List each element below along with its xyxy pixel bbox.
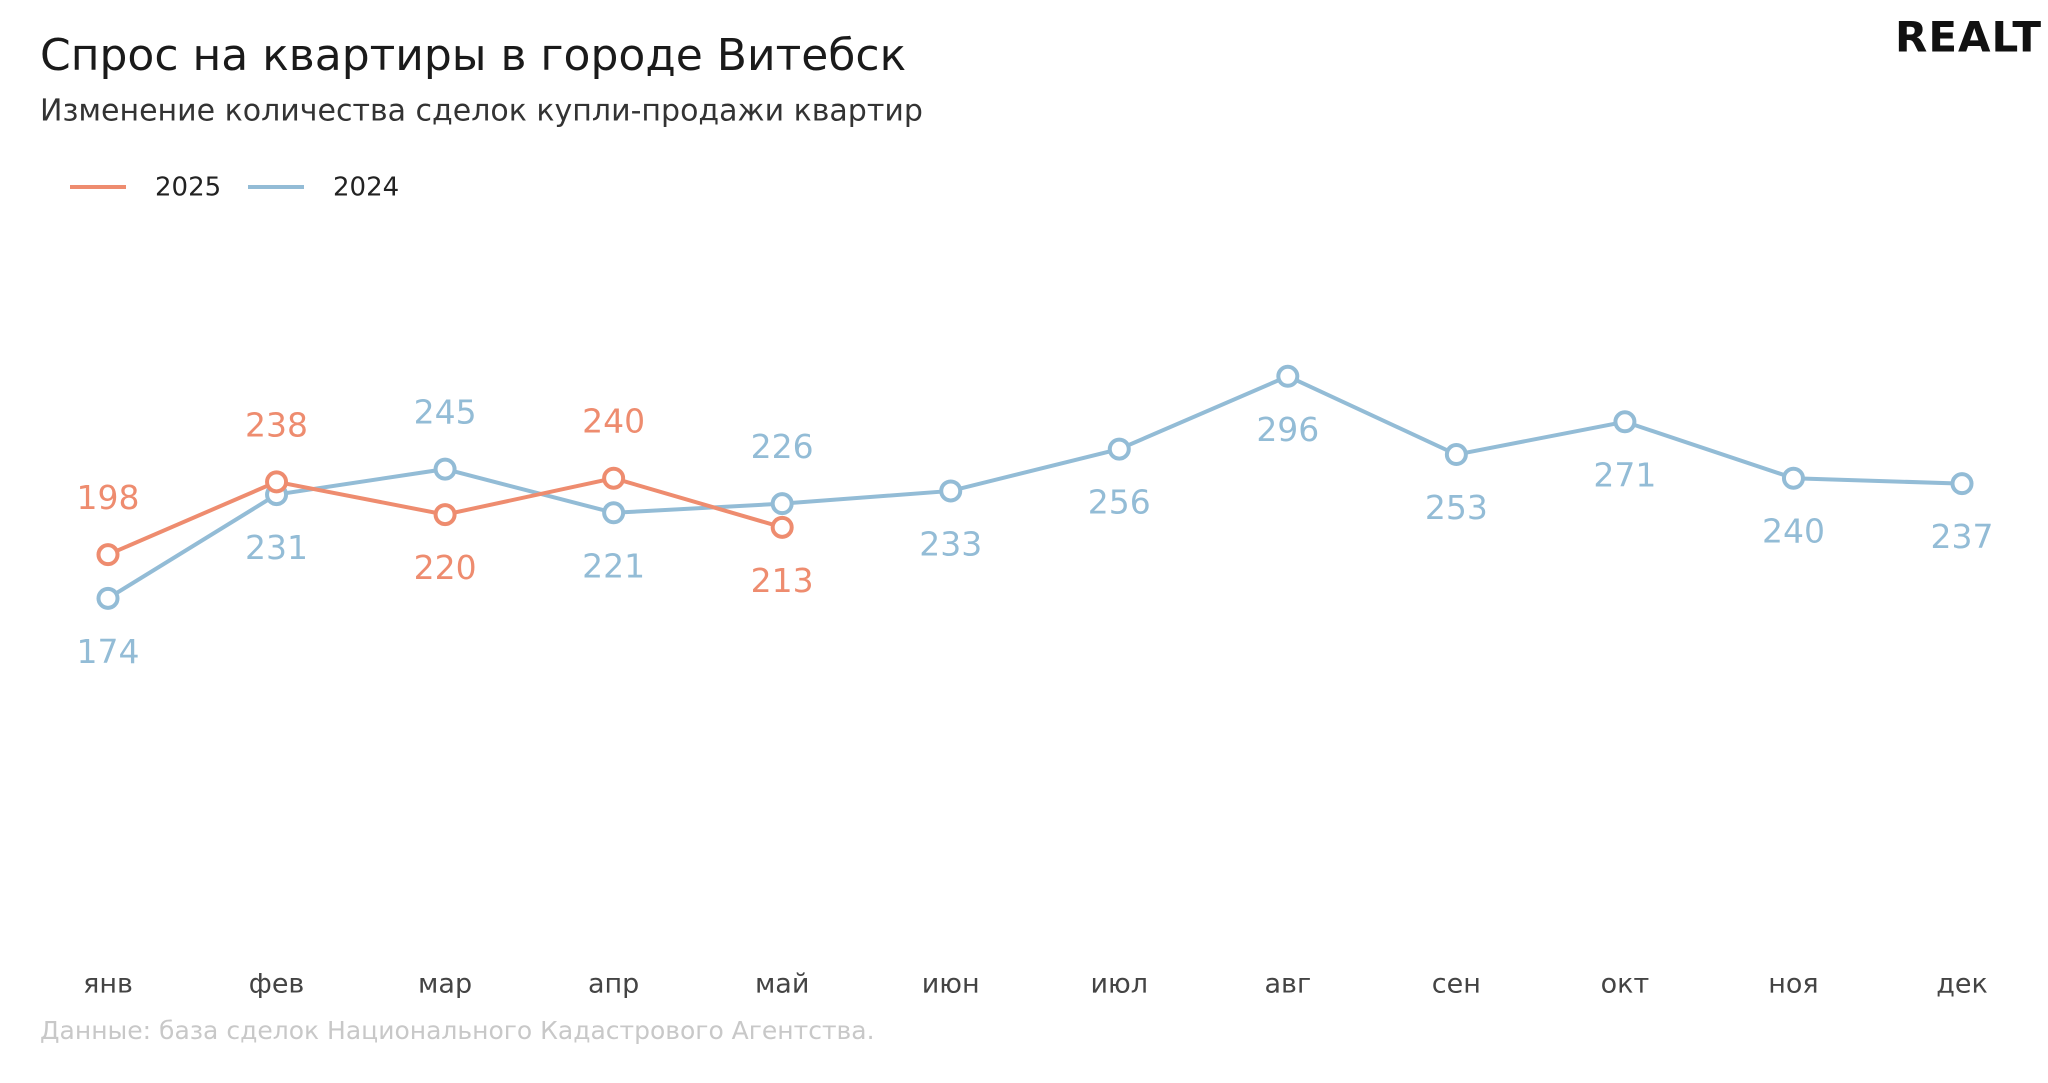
source-note: Данные: база сделок Национального Кадаст… — [40, 1016, 875, 1045]
data-label: 240 — [582, 402, 645, 441]
data-label: 198 — [77, 478, 140, 517]
data-label: 213 — [751, 561, 814, 600]
data-point — [602, 501, 626, 525]
data-label: 271 — [1593, 455, 1656, 494]
legend-label: 2025 — [155, 173, 221, 203]
x-tick-label: дек — [1936, 969, 1988, 1000]
data-label: 237 — [1931, 517, 1994, 556]
data-label: 221 — [582, 546, 645, 585]
data-label: 245 — [414, 393, 477, 432]
data-point — [433, 503, 457, 527]
x-tick-label: окт — [1601, 969, 1650, 1000]
data-label: 220 — [414, 548, 477, 587]
data-point — [96, 586, 120, 610]
x-tick-label: сен — [1432, 969, 1481, 1000]
x-tick-label: фев — [249, 969, 305, 1000]
data-label: 256 — [1088, 483, 1151, 522]
series-line — [106, 374, 1963, 601]
x-tick-label: мар — [418, 969, 472, 1000]
data-point — [939, 479, 963, 503]
x-tick-label: май — [755, 969, 809, 1000]
x-tick-label: апр — [588, 969, 639, 1000]
data-label: 240 — [1762, 512, 1825, 551]
chart-title: Спрос на квартиры в городе Витебск — [40, 30, 906, 81]
data-label: 174 — [77, 632, 140, 671]
data-point — [770, 515, 794, 539]
data-label: 253 — [1425, 488, 1488, 527]
data-label: 296 — [1256, 410, 1319, 449]
data-label: 238 — [245, 405, 308, 444]
data-point — [1276, 364, 1300, 388]
x-tick-label: июн — [922, 969, 980, 1000]
data-label: 233 — [919, 524, 982, 563]
data-point — [1107, 437, 1131, 461]
data-point — [770, 492, 794, 516]
x-tick-label: авг — [1264, 969, 1311, 1000]
data-point — [1950, 472, 1974, 496]
logo: REALT — [1895, 13, 2042, 62]
data-point — [602, 466, 626, 490]
data-label: 226 — [751, 427, 814, 466]
data-point — [433, 457, 457, 481]
data-label: 231 — [245, 528, 308, 567]
legend-label: 2024 — [333, 173, 399, 203]
chart-subtitle: Изменение количества сделок купли-продаж… — [40, 94, 923, 129]
x-tick-label: июл — [1090, 969, 1148, 1000]
x-tick-label: янв — [83, 969, 133, 1000]
data-point — [1781, 466, 1805, 490]
data-point — [1444, 443, 1468, 467]
x-tick-label: ноя — [1768, 969, 1818, 1000]
data-point — [1613, 410, 1637, 434]
data-point — [265, 470, 289, 494]
data-point — [96, 543, 120, 567]
